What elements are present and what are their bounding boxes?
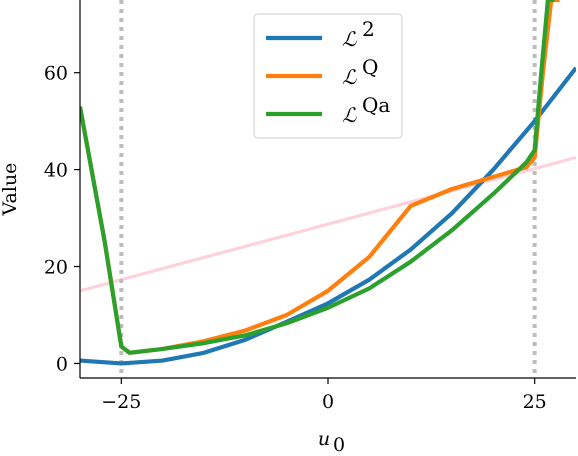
vline-layer	[119, 0, 537, 378]
y-tick-label: 0	[56, 353, 68, 375]
x-tick-label: −25	[101, 391, 141, 413]
x-tick-label: 0	[322, 391, 334, 413]
legend-frame	[253, 13, 403, 139]
series-line-0	[80, 66, 576, 366]
y-axis: 0 20 40 60	[44, 63, 80, 375]
guide-line	[80, 155, 576, 293]
y-tick-label: 40	[44, 160, 68, 182]
y-tick-label: 20	[44, 257, 68, 279]
series-layer	[80, 0, 576, 366]
series-line-2	[80, 0, 555, 355]
legend: ℒ 2ℒ Qℒ Qa	[253, 13, 403, 139]
legend-label-2: ℒ	[342, 103, 357, 127]
y-axis-label: Value	[0, 163, 21, 217]
y-tick-label: 60	[44, 63, 68, 85]
legend-label-sup-2: Qa	[362, 93, 390, 117]
x-axis-label: u 0	[318, 428, 345, 456]
guide-layer	[80, 155, 576, 293]
x-axis-label-main: u	[318, 428, 330, 450]
x-tick-label: 25	[523, 391, 547, 413]
legend-label-0: ℒ	[342, 27, 357, 51]
legend-label-1: ℒ	[342, 65, 357, 89]
x-axis-label-sub: 0	[333, 434, 345, 456]
x-axis: −25 0 25	[101, 378, 547, 413]
legend-label-sup-0: 2	[362, 17, 375, 41]
legend-label-sup-1: Q	[362, 55, 378, 79]
